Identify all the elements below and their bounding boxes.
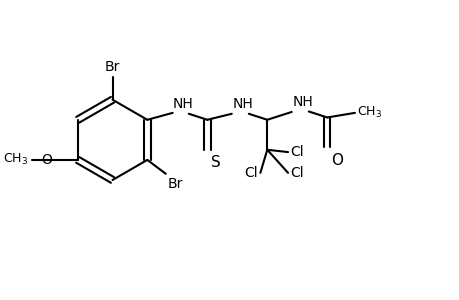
Text: NH: NH bbox=[232, 98, 253, 112]
Text: O: O bbox=[41, 153, 52, 167]
Text: Cl: Cl bbox=[290, 166, 303, 180]
Text: NH: NH bbox=[292, 95, 313, 109]
Text: Br: Br bbox=[168, 178, 183, 191]
Text: CH$_3$: CH$_3$ bbox=[3, 152, 28, 167]
Text: O: O bbox=[330, 153, 342, 168]
Text: Cl: Cl bbox=[244, 166, 257, 180]
Text: CH$_3$: CH$_3$ bbox=[357, 105, 381, 120]
Text: Br: Br bbox=[105, 60, 120, 74]
Text: Cl: Cl bbox=[290, 145, 303, 159]
Text: NH: NH bbox=[172, 98, 193, 112]
Text: S: S bbox=[211, 155, 220, 170]
